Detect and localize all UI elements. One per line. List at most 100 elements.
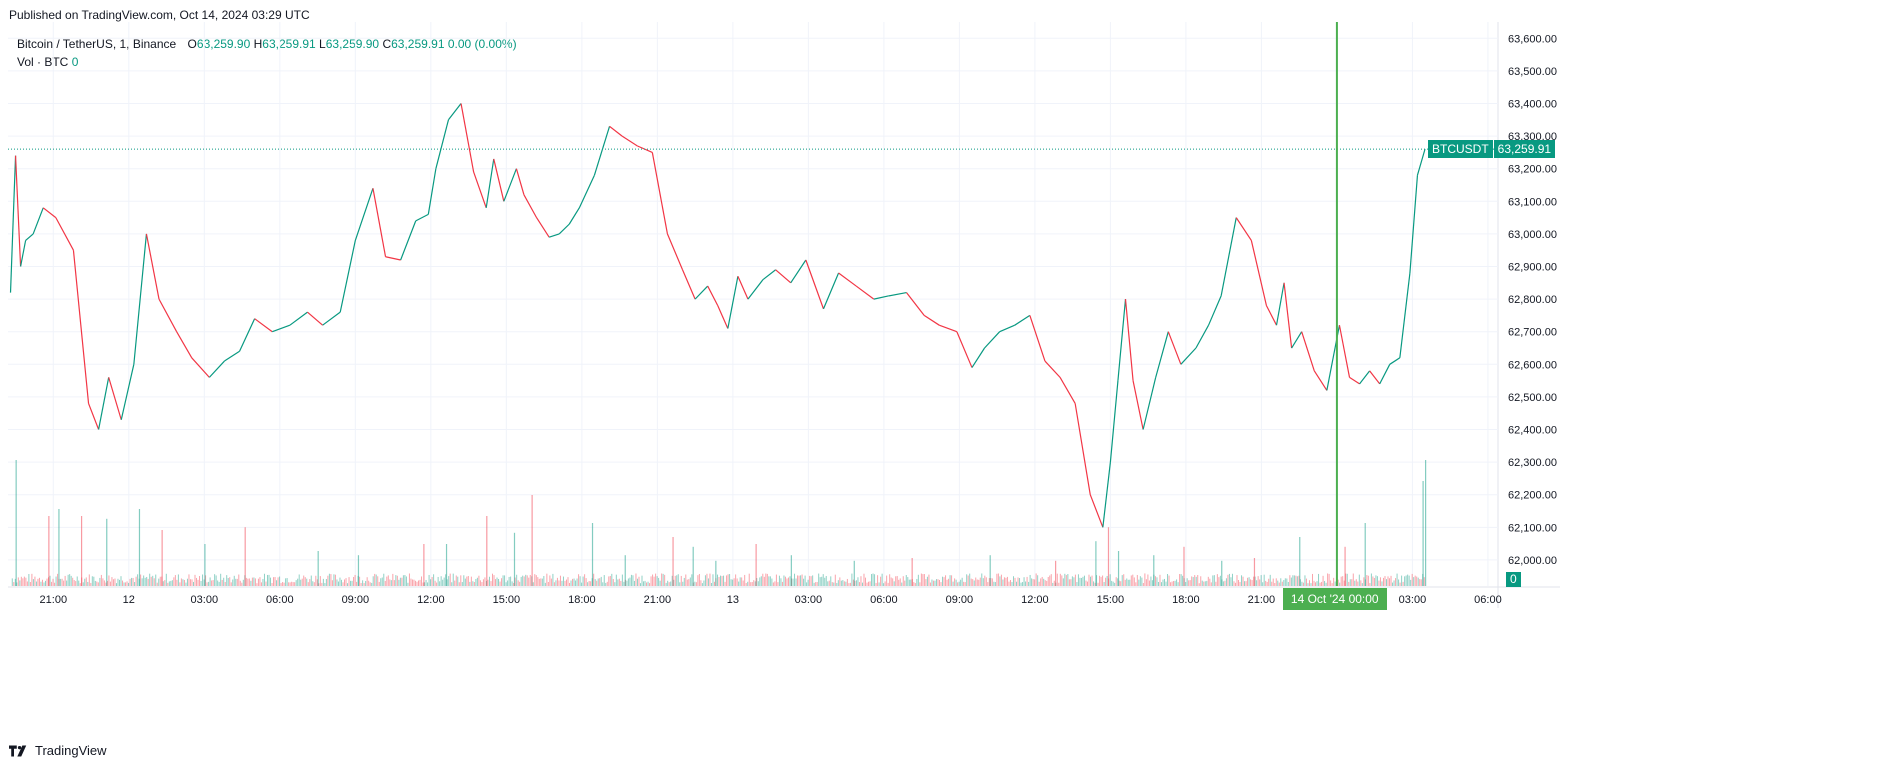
price-segment	[694, 285, 709, 300]
volume-peak-bar	[531, 495, 533, 586]
volume-bar	[555, 580, 557, 586]
volume-bar	[914, 583, 916, 586]
volume-bar	[1250, 579, 1252, 586]
volume-bar	[76, 576, 78, 586]
volume-bar	[487, 579, 489, 586]
volume-bar	[605, 582, 607, 586]
volume-bar	[567, 577, 569, 586]
volume-bar	[925, 579, 927, 586]
price-segment	[1301, 331, 1315, 372]
volume-bar	[899, 578, 901, 586]
volume-bar	[375, 574, 377, 586]
volume-bar	[365, 580, 367, 586]
price-segment	[621, 135, 638, 147]
volume-bar	[69, 574, 71, 586]
volume-bar	[1253, 576, 1255, 586]
price-segment	[1117, 299, 1127, 381]
volume-bar	[1408, 575, 1410, 586]
volume-bar	[871, 574, 873, 586]
price-segment	[254, 318, 273, 333]
symbol-title[interactable]: Bitcoin / TetherUS, 1, Binance	[17, 37, 177, 51]
volume-bar	[730, 579, 732, 586]
volume-bar	[771, 578, 773, 586]
volume-bar	[952, 581, 954, 586]
volume-bar	[79, 583, 81, 586]
volume-bar	[141, 578, 143, 586]
price-segment	[400, 220, 417, 261]
volume-bar	[683, 577, 685, 586]
volume-bar	[1135, 582, 1137, 586]
volume-bar	[354, 574, 356, 586]
volume-bar	[17, 577, 19, 586]
volume-bar	[1298, 575, 1300, 586]
volume-bar	[1011, 581, 1013, 586]
volume-bar	[1219, 575, 1221, 586]
volume-bar	[91, 576, 93, 586]
volume-bar	[1117, 578, 1119, 586]
volume-bar	[976, 579, 978, 586]
volume-bar	[1398, 579, 1400, 586]
volume-bar	[135, 576, 137, 586]
volume-bar	[721, 576, 723, 586]
volume-bar	[1094, 582, 1096, 586]
volume-bar	[763, 576, 765, 586]
volume-bar	[1157, 581, 1159, 586]
volume-bar	[1070, 579, 1072, 586]
volume-bar	[825, 575, 827, 586]
price-segment	[1283, 282, 1293, 349]
last-price-symbol: BTCUSDT	[1428, 140, 1493, 159]
volume-bar	[1363, 577, 1365, 586]
open-value: 63,259.90	[196, 37, 251, 51]
x-tick-label: 09:00	[946, 594, 974, 606]
price-segment	[1124, 299, 1134, 381]
volume-bar	[398, 579, 400, 586]
x-tick-label: 21:00	[40, 594, 68, 606]
volume-bar	[898, 579, 900, 586]
volume-bar	[1159, 574, 1161, 586]
tradingview-brand[interactable]: TradingView	[35, 743, 107, 758]
volume-bar	[174, 575, 176, 586]
volume-bar	[254, 578, 256, 586]
volume-bar	[1290, 577, 1292, 586]
volume-bar	[617, 579, 619, 586]
price-segment	[838, 272, 857, 287]
price-segment	[224, 350, 240, 362]
volume-bar	[608, 576, 610, 586]
volume-label[interactable]: Vol · BTC	[17, 55, 69, 69]
volume-bar	[1162, 579, 1164, 586]
volume-bar	[1067, 574, 1069, 586]
volume-bar	[1318, 573, 1320, 586]
volume-bar	[1384, 576, 1386, 586]
volume-bar	[205, 575, 207, 586]
volume-bar	[37, 578, 39, 586]
volume-bar	[387, 575, 389, 586]
volume-bar	[1286, 578, 1288, 586]
volume-bar	[501, 578, 503, 586]
volume-bar	[578, 574, 580, 586]
price-segment	[1059, 377, 1076, 404]
price-segment	[1409, 175, 1419, 274]
volume-bar	[541, 578, 543, 586]
volume-bar	[1115, 577, 1117, 586]
volume-bar	[1008, 581, 1010, 586]
volume-bar	[650, 576, 652, 586]
volume-bar	[396, 575, 398, 586]
volume-bar	[389, 579, 391, 586]
volume-bar	[951, 575, 953, 586]
price-segment	[1369, 370, 1381, 385]
price-segment	[762, 269, 777, 281]
volume-bar	[1203, 581, 1205, 586]
volume-bar	[994, 582, 996, 586]
volume-bar	[342, 582, 344, 586]
volume-bar	[1278, 582, 1280, 586]
volume-bar	[103, 580, 105, 586]
volume-peak-bar	[1425, 460, 1427, 586]
volume-bar	[250, 580, 252, 586]
price-segment	[1220, 217, 1237, 296]
volume-bar	[1201, 580, 1203, 586]
volume-bar	[686, 579, 688, 586]
volume-bar	[615, 574, 617, 586]
volume-bar	[1357, 581, 1359, 586]
volume-bar	[565, 579, 567, 586]
